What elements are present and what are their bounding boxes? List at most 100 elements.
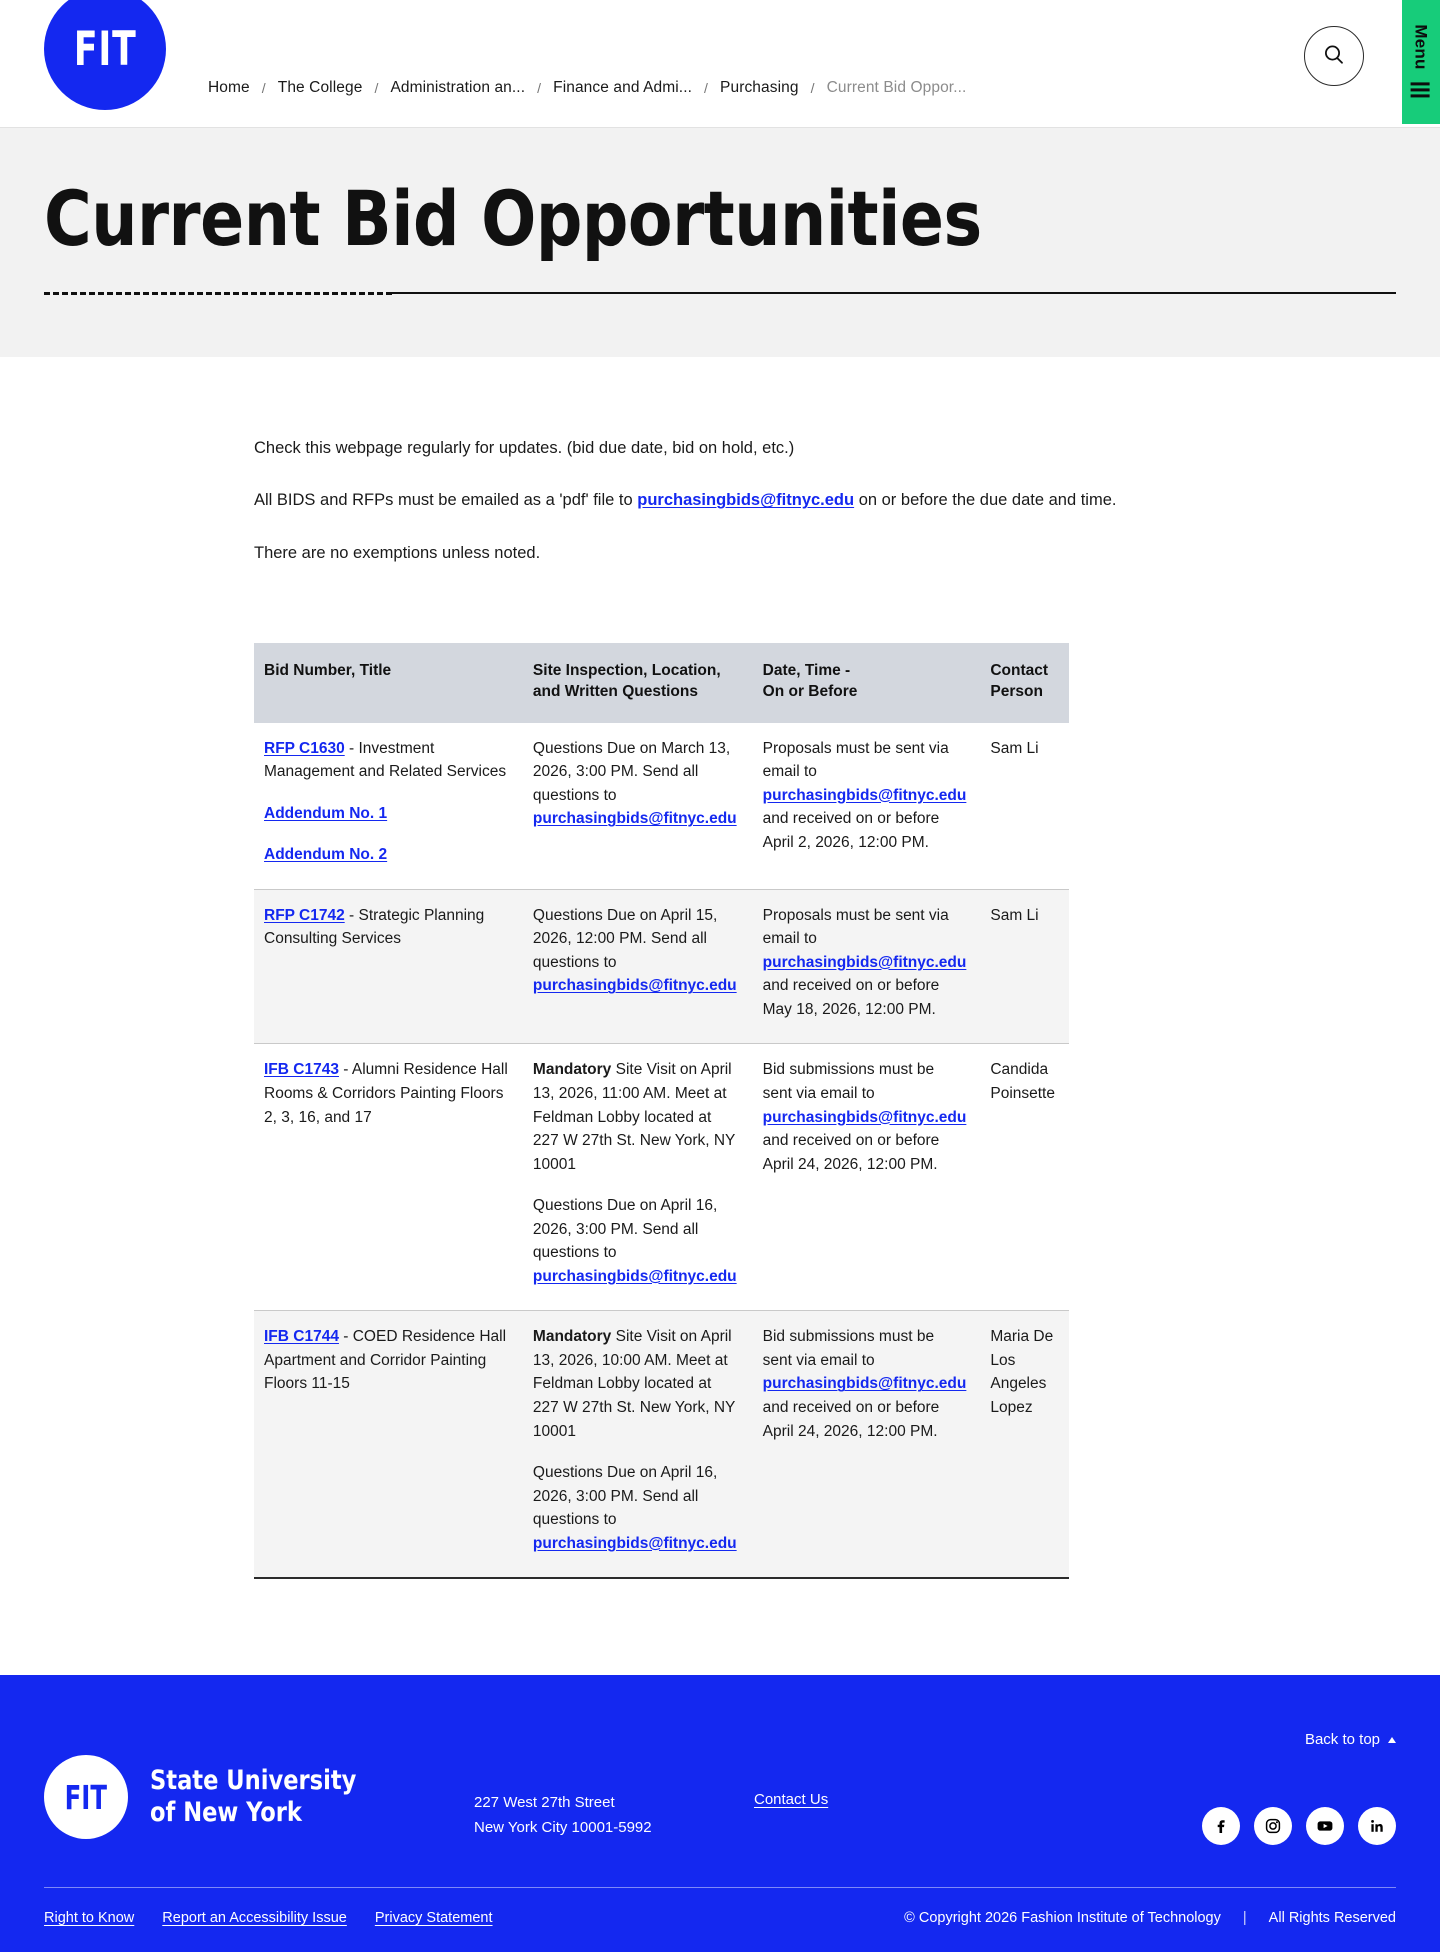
mandatory-label: Mandatory: [532, 1061, 612, 1079]
search-button[interactable]: [1304, 26, 1364, 86]
bid-opportunities-table: Bid Number, Title Site Inspection, Locati…: [254, 642, 1069, 1580]
cell-contact-person: Maria De Los Angeles Lopez: [980, 1310, 1069, 1579]
site-footer: Back to top FIT State University of New …: [0, 1675, 1440, 1952]
purchasing-email-link[interactable]: purchasingbids@fitnyc.edu: [762, 1108, 967, 1126]
purchasing-email-link[interactable]: purchasingbids@fitnyc.edu: [532, 1267, 737, 1285]
intro-2-post: on or before the due date and time.: [854, 491, 1117, 510]
back-to-top-link[interactable]: Back to top: [1305, 1731, 1396, 1748]
breadcrumb-item-the-college[interactable]: The College: [277, 79, 363, 96]
bid-title-text: - Strategic Planning Consulting Services: [264, 906, 485, 948]
footer-brand-line-1: State University: [150, 1764, 357, 1796]
footer-link-report-an-accessibility-issue[interactable]: Report an Accessibility Issue: [162, 1910, 347, 1927]
title-divider: [44, 291, 1396, 295]
cell-contact-person: Sam Li: [980, 888, 1069, 1044]
addendum-block: Addendum No. 1: [264, 802, 509, 826]
footer-contact: Contact Us: [754, 1791, 994, 1809]
hamburger-icon: [1411, 82, 1431, 98]
breadcrumb-separator: /: [537, 80, 542, 96]
purchasing-email-link[interactable]: purchasingbids@fitnyc.edu: [637, 491, 855, 510]
site-header: FIT Home / The College / Administration an..…: [0, 0, 1440, 128]
purchasing-email-link[interactable]: purchasingbids@fitnyc.edu: [532, 977, 737, 995]
caret-up-icon: [1388, 1736, 1396, 1743]
intro-text: Check this webpage regularly for updates…: [254, 435, 1186, 567]
bid-title-block: RFP C1630 - Investment Management and Re…: [264, 737, 509, 784]
cell-date-time: Bid submissions must be sent via email t…: [752, 1310, 981, 1579]
fit-logo[interactable]: FIT: [44, 0, 166, 110]
footer-legal-links: Right to Know Report an Accessibility Iss…: [44, 1910, 493, 1926]
cell-site-inspection: Mandatory Site Visit on April 13, 2026, …: [522, 1310, 753, 1579]
footer-brand-line-2: of New York: [150, 1797, 302, 1829]
submission-block: Proposals must be sent via email to purc…: [763, 737, 967, 855]
bid-title-text: - Alumni Residence Hall Rooms & Corridor…: [264, 1061, 508, 1126]
addendum-link[interactable]: Addendum No. 2: [264, 846, 388, 864]
footer-brand-name: State University of New York: [150, 1765, 356, 1830]
footer-fit-logo[interactable]: FIT: [44, 1755, 128, 1840]
breadcrumb-item-home[interactable]: Home: [208, 79, 250, 96]
footer-brand: FIT State University of New York: [44, 1755, 474, 1840]
social-links: [1202, 1807, 1396, 1846]
footer-divider: [44, 1887, 1396, 1889]
cell-site-inspection: Mandatory Site Visit on April 13, 2026, …: [522, 1043, 753, 1311]
instagram-icon[interactable]: [1254, 1807, 1292, 1846]
footer-link-privacy-statement[interactable]: Privacy Statement: [374, 1910, 493, 1927]
contact-us-link[interactable]: Contact Us: [754, 1791, 829, 1809]
breadcrumb-item-purchasing[interactable]: Purchasing: [720, 79, 799, 96]
submission-post-text: and received on or before April 24, 2026…: [762, 1132, 940, 1173]
site-inspection-block: Mandatory Site Visit on April 13, 2026, …: [533, 1058, 739, 1176]
bid-number-link[interactable]: RFP C1630: [264, 739, 345, 757]
purchasing-email-link[interactable]: purchasingbids@fitnyc.edu: [762, 786, 967, 804]
site-inspection-text: Questions Due on March 13, 2026, 3:00 PM…: [532, 739, 731, 804]
title-divider-solid: [392, 291, 1396, 294]
menu-toggle-button[interactable]: Menu: [1402, 0, 1440, 124]
rights-text: All Rights Reserved: [1268, 1910, 1396, 1927]
bid-number-link[interactable]: IFB C1743: [264, 1061, 339, 1079]
table-header-line: Contact: [990, 661, 1049, 679]
footer-fit-logo-text: FIT: [64, 1777, 108, 1817]
purchasing-email-link[interactable]: purchasingbids@fitnyc.edu: [762, 953, 967, 971]
cell-site-inspection: Questions Due on March 13, 2026, 3:00 PM…: [523, 723, 753, 890]
breadcrumb-item-finance-and-admi[interactable]: Finance and Admi...: [553, 79, 693, 96]
submission-pre-text: Proposals must be sent via email to: [762, 906, 949, 948]
bid-number-link[interactable]: RFP C1742: [264, 906, 345, 924]
facebook-icon[interactable]: [1202, 1807, 1240, 1846]
youtube-icon[interactable]: [1306, 1807, 1344, 1846]
page-title: Current Bid Opportunities: [44, 174, 982, 263]
linkedin-icon[interactable]: [1358, 1807, 1396, 1846]
purchasing-email-link[interactable]: purchasingbids@fitnyc.edu: [762, 1375, 967, 1393]
questions-due-block: Questions Due on April 16, 2026, 3:00 PM…: [533, 1194, 739, 1288]
cell-contact-person: Sam Li: [990, 739, 1039, 757]
copyright-separator: |: [1242, 1910, 1247, 1927]
fit-logo-text: FIT: [73, 21, 137, 77]
bid-number-link[interactable]: IFB C1744: [264, 1328, 339, 1346]
submission-post-text: and received on or before April 24, 2026…: [762, 1399, 940, 1440]
cell-bid-number-title: RFP C1630 - Investment Management and Re…: [254, 723, 523, 890]
intro-paragraph-2: All BIDS and RFPs must be emailed as a '…: [254, 487, 1186, 514]
table-body: RFP C1630 - Investment Management and Re…: [254, 723, 1069, 1579]
table-header-line: Bid Number, Title: [264, 661, 392, 679]
submission-block: Bid submissions must be sent via email t…: [763, 1325, 967, 1443]
breadcrumb-separator: /: [704, 80, 709, 96]
footer-address-line-2: New York City 10001-5992: [474, 1819, 652, 1837]
submission-pre-text: Bid submissions must be sent via email t…: [762, 1061, 935, 1102]
breadcrumb-item-administration-an[interactable]: Administration an...: [390, 79, 526, 96]
footer-copyright: © Copyright 2026 Fashion Institute of Te…: [904, 1910, 1396, 1926]
addendum-link[interactable]: Addendum No. 1: [264, 804, 388, 822]
purchasing-email-link[interactable]: purchasingbids@fitnyc.edu: [532, 810, 737, 828]
site-inspection-block: Questions Due on March 13, 2026, 3:00 PM…: [533, 737, 739, 831]
site-inspection-text: Site Visit on April 13, 2026, 11:00 AM. …: [532, 1061, 736, 1173]
table-header-line: On or Before: [762, 682, 858, 700]
footer-link-right-to-know[interactable]: Right to Know: [44, 1910, 135, 1927]
questions-due-text: Questions Due on April 16, 2026, 3:00 PM…: [532, 1197, 718, 1262]
breadcrumb-separator: /: [261, 80, 266, 96]
intro-paragraph-1: Check this webpage regularly for updates…: [254, 438, 795, 457]
table-row: IFB C1744 - COED Residence Hall Apartmen…: [254, 1310, 1069, 1579]
bid-title-block: IFB C1744 - COED Residence Hall Apartmen…: [264, 1325, 509, 1396]
table-header-line: Date, Time -: [762, 661, 851, 679]
table-header-cell-4: Contact Person: [980, 642, 1069, 723]
cell-date-time: Bid submissions must be sent via email t…: [752, 1043, 981, 1311]
site-inspection-block: Mandatory Site Visit on April 13, 2026, …: [533, 1325, 739, 1443]
mandatory-label: Mandatory: [532, 1328, 612, 1346]
cell-contact-person: Candida Poinsette: [980, 1043, 1069, 1311]
purchasing-email-link[interactable]: purchasingbids@fitnyc.edu: [532, 1534, 737, 1552]
bid-title-block: RFP C1742 - Strategic Planning Consultin…: [264, 904, 509, 951]
